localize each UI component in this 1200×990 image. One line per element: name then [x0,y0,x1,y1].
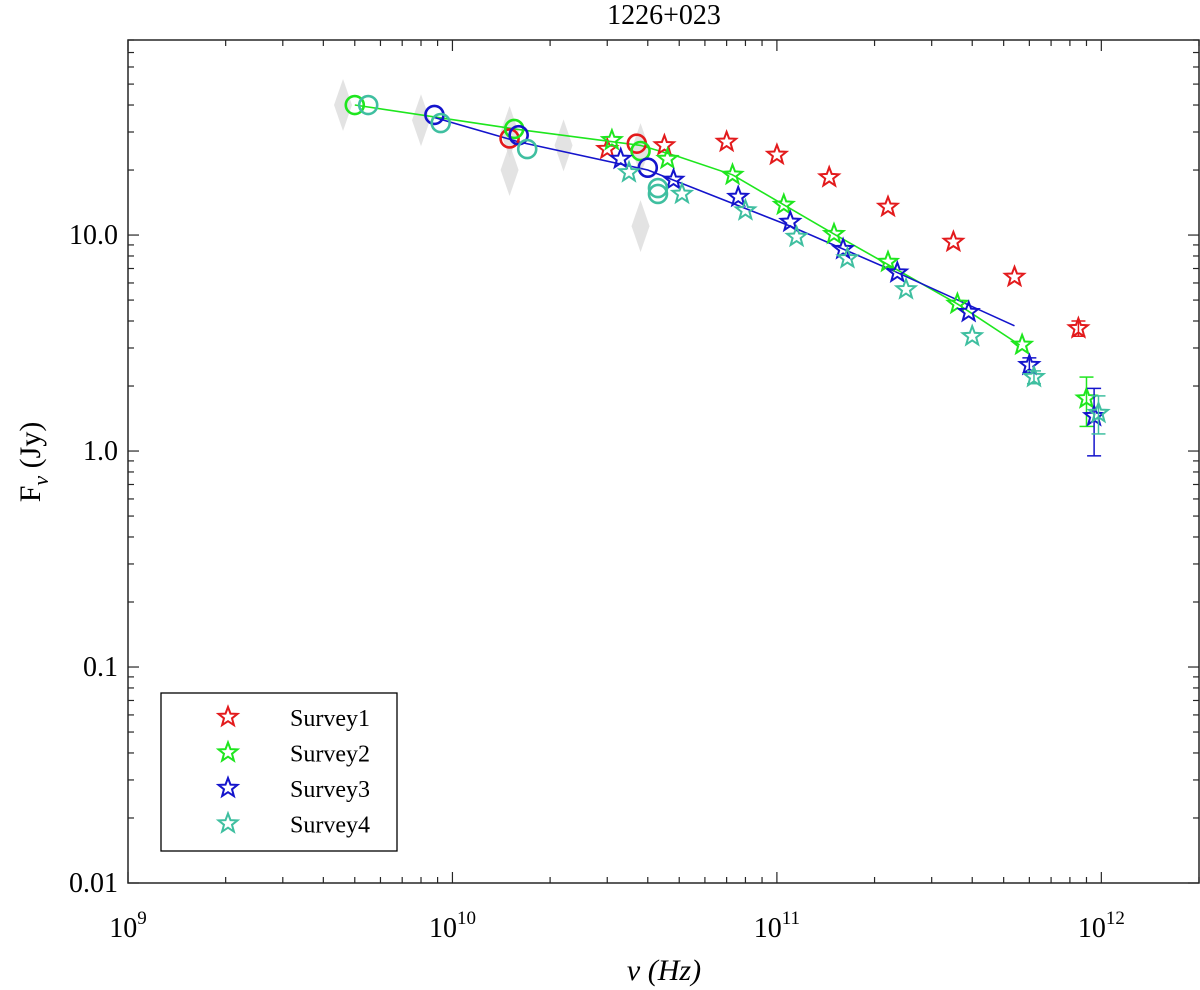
survey3-star-point-0 [608,146,633,170]
survey1-star-point-2 [714,129,739,153]
legend-star-survey4 [215,810,241,834]
y-tick-label: 0.1 [83,652,118,683]
survey4-star-point-2 [733,197,758,221]
survey4-star-point-4 [835,245,860,269]
survey2-star-point-5 [875,249,901,273]
survey3-star-point-5 [885,259,910,284]
legend-star-survey2 [215,739,241,763]
survey4-circle-point-2 [516,138,538,160]
survey2-circle-point-2 [630,140,651,162]
grey-markers [334,79,650,253]
data-markers [344,94,1111,457]
y-tick-label: 1.0 [83,436,118,467]
survey3-star-point-6 [956,299,981,323]
legend-label-survey3: Survey3 [290,777,370,803]
survey4-star-point-3 [784,224,809,248]
x-tick-label: 1010 [429,908,476,944]
survey3-star-point-1 [661,167,686,191]
legend-label-survey1: Survey1 [290,706,370,732]
fit-line-survey2 [354,104,1021,346]
y-tick-label: 0.01 [69,868,118,899]
x-tick-label-base: 10 [1078,913,1106,944]
survey1-circle-point-0 [499,128,520,149]
fit-lines [354,104,1021,346]
survey4-circle-point-1 [430,112,451,134]
survey4-star-point-5 [893,276,919,300]
survey4-star-point-6 [959,323,985,347]
x-tick-label-base: 10 [429,913,457,944]
legend-label-survey4: Survey4 [290,813,370,839]
grey-marker-4 [554,119,573,172]
x-axis-label: ν (Hz) [627,954,701,987]
survey1-star-point-5 [875,194,901,218]
survey1-star-point-7 [1002,264,1027,288]
survey4-star-point-0 [616,159,642,183]
survey1-star-point-1 [652,132,677,156]
grey-marker-5 [631,123,650,176]
survey1-star-point-4 [816,164,842,188]
x-tick-label-base: 10 [754,913,782,944]
grey-marker-1 [412,94,431,147]
survey2-star-point-2 [720,161,745,186]
grey-marker-6 [631,200,650,253]
x-tick-label-exponent: 12 [1106,908,1125,929]
survey3-star-point-7 [1017,352,1042,376]
x-tick-label: 1011 [754,908,800,944]
legend-star-survey3 [215,775,241,799]
legend-label-survey2: Survey2 [290,742,370,768]
survey4-circle-point-4 [647,183,669,205]
y-axis-label: Fν (Jy) [14,422,53,503]
survey2-star-point-1 [655,146,680,170]
chart-title: 1226+023 [607,0,721,31]
survey1-star-point-3 [764,142,790,166]
y-axis-label-main: F [14,486,47,503]
survey4-star-point-8 [1086,400,1111,424]
survey4-star-point-1 [669,181,695,205]
svg-text:Fν (Jy): Fν (Jy) [14,422,53,503]
survey2-star-point-3 [771,191,797,216]
survey1-star-point-6 [941,229,966,253]
x-tick-label-exponent: 10 [457,908,476,929]
survey4-circle-point-3 [647,177,669,199]
legend-star-survey1 [215,704,241,728]
x-tick-label-exponent: 11 [782,908,800,929]
grey-marker-3 [500,144,519,197]
survey2-star-point-0 [599,127,625,151]
survey4-star-point-7 [1021,364,1047,388]
x-tick-label: 1012 [1078,908,1125,944]
survey3-circle-point-2 [637,157,659,179]
survey3-star-point-4 [830,236,856,260]
survey2-circle-point-0 [344,94,366,116]
y-tick-label: 10.0 [69,220,118,251]
x-tick-label: 109 [109,908,147,944]
survey2-star-point-7 [1009,332,1035,356]
y-axis-label-unit: (Jy) [14,422,47,469]
grey-marker-0 [334,79,353,132]
survey2-star-point-4 [821,221,847,245]
survey3-star-point-3 [778,209,803,233]
legend-box [160,692,398,852]
legend: Survey1 Survey2 Survey3 Survey4 [160,692,398,852]
fit-line-survey3 [434,116,1015,327]
survey4-circle-point-0 [357,94,379,116]
x-tick-label-exponent: 9 [137,908,147,929]
survey1-star-point-8 [1066,315,1091,339]
y-axis-label-sub: ν [28,476,53,486]
survey3-star-point-2 [725,184,751,208]
x-tick-label-base: 10 [109,913,137,944]
